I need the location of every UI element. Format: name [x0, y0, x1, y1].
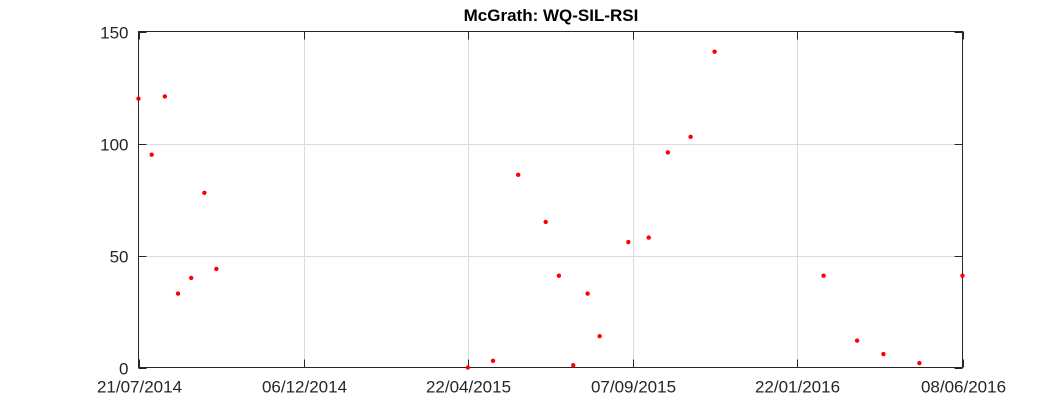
data-point — [202, 190, 207, 195]
y-tick-label: 150 — [100, 24, 128, 43]
data-point — [490, 358, 496, 363]
data-point — [188, 275, 194, 281]
data-point — [881, 351, 886, 357]
x-tick-label: 22/01/2016 — [755, 378, 840, 397]
data-point — [626, 239, 631, 245]
data-point — [960, 273, 965, 278]
data-point — [571, 363, 576, 368]
data-point — [854, 338, 860, 343]
tick-labels: 21/07/2014 06/12/2014 22/04/2015 07/09/2015… — [97, 24, 1006, 397]
data-point — [585, 291, 590, 296]
y-tick-label: 50 — [110, 248, 129, 267]
x-tick-label: 07/09/2015 — [591, 378, 676, 397]
data-point — [556, 273, 562, 278]
data-point — [162, 94, 168, 99]
y-tick-label: 0 — [119, 360, 128, 379]
data-point — [646, 235, 651, 240]
data-points — [136, 49, 965, 370]
x-tick-label: 22/04/2015 — [426, 378, 511, 397]
data-point — [543, 219, 548, 225]
data-point — [175, 291, 181, 296]
data-point — [136, 96, 141, 101]
data-point — [149, 152, 154, 157]
data-point — [597, 333, 602, 339]
y-tick-label: 100 — [100, 136, 128, 155]
data-point — [665, 150, 671, 155]
data-point — [515, 172, 521, 178]
grid-lines — [138, 31, 963, 368]
data-point — [821, 273, 826, 278]
x-tick-label: 06/12/2014 — [262, 378, 347, 397]
plot-area-frame — [138, 31, 963, 368]
data-point — [214, 266, 219, 272]
x-tick-label: 08/06/2016 — [921, 378, 1006, 397]
data-point — [465, 365, 471, 370]
x-tick-label: 21/07/2014 — [97, 378, 182, 397]
chart-title: McGrath: WQ-SIL-RSI — [464, 6, 639, 25]
data-point — [688, 134, 693, 139]
data-point — [712, 49, 717, 54]
axis-ticks — [138, 31, 964, 369]
data-point — [917, 360, 922, 366]
